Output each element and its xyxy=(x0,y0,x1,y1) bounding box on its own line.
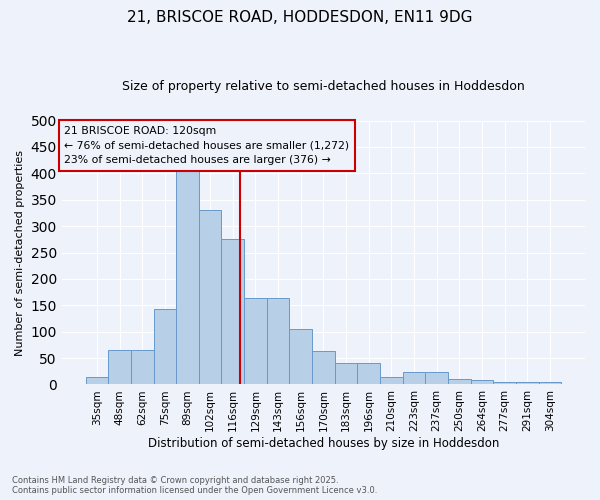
Bar xyxy=(403,372,425,384)
Bar xyxy=(154,309,176,384)
Bar xyxy=(221,240,244,384)
Bar xyxy=(176,166,199,384)
Bar xyxy=(108,350,131,384)
Bar xyxy=(539,382,561,384)
Title: Size of property relative to semi-detached houses in Hoddesdon: Size of property relative to semi-detach… xyxy=(122,80,525,93)
Bar xyxy=(470,380,493,384)
Text: 21 BRISCOE ROAD: 120sqm
← 76% of semi-detached houses are smaller (1,272)
23% of: 21 BRISCOE ROAD: 120sqm ← 76% of semi-de… xyxy=(64,126,350,166)
Bar xyxy=(131,350,154,384)
Bar xyxy=(244,298,267,384)
Bar xyxy=(358,364,380,384)
Y-axis label: Number of semi-detached properties: Number of semi-detached properties xyxy=(15,150,25,356)
Bar xyxy=(199,210,221,384)
Bar xyxy=(448,379,470,384)
Bar xyxy=(493,382,516,384)
Bar xyxy=(289,329,312,384)
Bar xyxy=(335,364,358,384)
Bar xyxy=(267,298,289,384)
Bar xyxy=(425,372,448,384)
Bar xyxy=(86,376,108,384)
Bar xyxy=(380,376,403,384)
X-axis label: Distribution of semi-detached houses by size in Hoddesdon: Distribution of semi-detached houses by … xyxy=(148,437,499,450)
Bar xyxy=(312,351,335,384)
Bar xyxy=(516,382,539,384)
Text: 21, BRISCOE ROAD, HODDESDON, EN11 9DG: 21, BRISCOE ROAD, HODDESDON, EN11 9DG xyxy=(127,10,473,25)
Text: Contains HM Land Registry data © Crown copyright and database right 2025.
Contai: Contains HM Land Registry data © Crown c… xyxy=(12,476,377,495)
